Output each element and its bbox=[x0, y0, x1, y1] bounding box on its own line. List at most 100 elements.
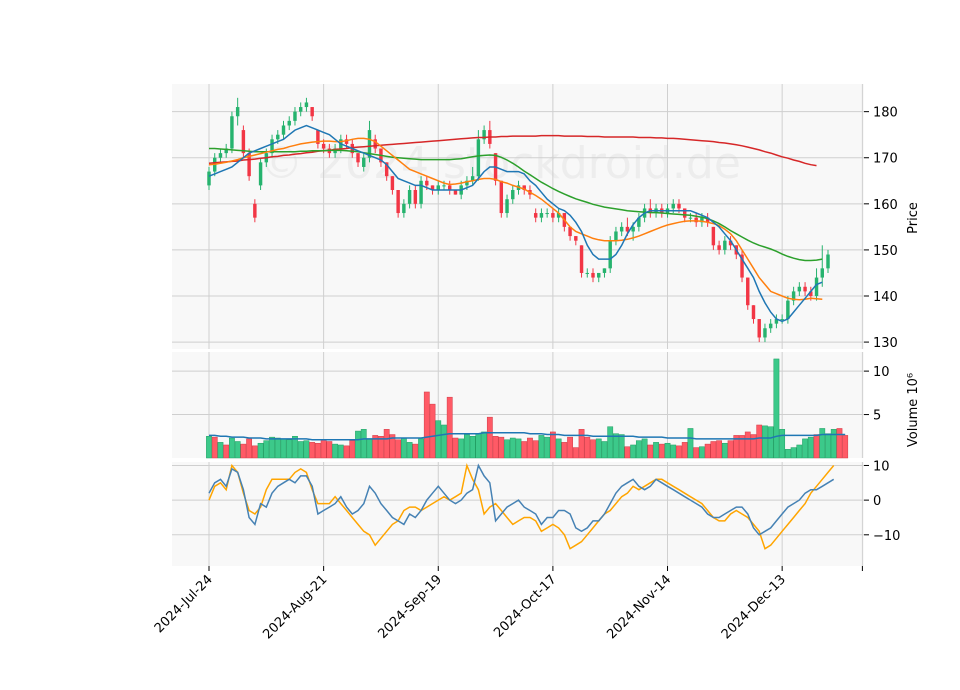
volume-bar-up bbox=[292, 436, 298, 459]
candle-down bbox=[453, 190, 458, 195]
volume-bar-up bbox=[762, 425, 768, 459]
candle-down bbox=[728, 240, 733, 246]
volume-bar-up bbox=[337, 444, 344, 459]
candle-up bbox=[235, 107, 240, 117]
volume-bar-down bbox=[693, 447, 700, 459]
candle-down bbox=[425, 180, 429, 186]
candle-down bbox=[682, 208, 687, 218]
candle-up bbox=[436, 185, 440, 190]
volume-series bbox=[206, 358, 849, 459]
candle-up bbox=[619, 226, 624, 232]
volume-bar-down bbox=[756, 424, 763, 459]
volume-bar-down bbox=[527, 437, 533, 459]
candle-down bbox=[591, 272, 595, 278]
volume-bar-up bbox=[400, 437, 407, 459]
y-tick-label: 10 bbox=[873, 365, 890, 380]
volume-bar-down bbox=[211, 436, 218, 459]
volume-bar-up bbox=[464, 434, 470, 459]
y-tick-label: 130 bbox=[873, 336, 898, 351]
volume-bar-up bbox=[721, 442, 728, 459]
candle-down bbox=[809, 291, 813, 296]
volume-bar-up bbox=[435, 420, 442, 459]
volume-bar-down bbox=[681, 442, 688, 459]
candle-up bbox=[505, 199, 509, 214]
volume-bar-up bbox=[613, 433, 619, 459]
volume-bar-up bbox=[360, 429, 367, 459]
volume-bar-down bbox=[739, 435, 745, 459]
candle-up bbox=[786, 300, 790, 320]
candle-down bbox=[344, 139, 349, 144]
volume-bar-up bbox=[830, 429, 837, 459]
candle-up bbox=[614, 231, 618, 241]
volume-bar-down bbox=[704, 443, 711, 459]
volume-axis-title: Volume 10⁶ bbox=[906, 373, 921, 447]
volume-bar-down bbox=[727, 440, 734, 459]
volume-bar-up bbox=[790, 447, 797, 459]
volume-bar-down bbox=[550, 431, 556, 459]
volume-bar-down bbox=[246, 438, 253, 459]
candle-up bbox=[362, 157, 366, 167]
candle-down bbox=[316, 130, 320, 144]
volume-bar-up bbox=[802, 438, 808, 459]
y-tick-label: 5 bbox=[873, 409, 881, 424]
candle-down bbox=[356, 153, 360, 163]
volume-bar-up bbox=[618, 434, 625, 459]
volume-bar-down bbox=[223, 444, 230, 459]
candle-down bbox=[499, 180, 504, 214]
volume-bar-up bbox=[297, 441, 304, 459]
volume-bar-down bbox=[446, 396, 453, 459]
candle-up bbox=[700, 217, 704, 223]
volume-bar-up bbox=[441, 424, 447, 459]
candle-up bbox=[763, 328, 767, 338]
candle-up bbox=[465, 180, 469, 186]
volume-bar-down bbox=[389, 434, 396, 459]
candle-down bbox=[740, 254, 744, 278]
candle-up bbox=[826, 254, 830, 269]
candle-up bbox=[442, 185, 446, 187]
volume-bar-down bbox=[532, 440, 539, 459]
volume-bar-up bbox=[825, 433, 831, 459]
candle-down bbox=[711, 226, 716, 246]
candle-down bbox=[533, 213, 538, 218]
candle-down bbox=[522, 185, 526, 190]
volume-bar-up bbox=[653, 442, 659, 459]
candle-down bbox=[705, 217, 710, 223]
candle-up bbox=[258, 162, 263, 186]
volume-bar-up bbox=[555, 438, 562, 459]
x-tick-label: 2024-Jul-24 bbox=[152, 572, 216, 636]
candle-up bbox=[218, 153, 223, 158]
volume-bar-up bbox=[286, 439, 293, 459]
volume-bar-up bbox=[538, 435, 545, 459]
volume-bar-down bbox=[452, 437, 459, 459]
y-tick-label: 160 bbox=[873, 198, 898, 213]
volume-bar-down bbox=[372, 435, 379, 459]
x-tick-label: 2024-Dec-13 bbox=[719, 572, 789, 642]
candle-up bbox=[511, 190, 515, 200]
candle-up bbox=[207, 171, 211, 186]
candle-up bbox=[585, 272, 589, 274]
candle-up bbox=[820, 268, 824, 278]
volume-bar-down bbox=[584, 436, 591, 459]
volume-bar-up bbox=[595, 438, 602, 459]
candle-up bbox=[723, 240, 727, 250]
volume-bar-up bbox=[475, 433, 482, 459]
volume-bar-up bbox=[366, 438, 373, 459]
candle-up bbox=[545, 213, 549, 215]
candle-up bbox=[637, 217, 641, 227]
y-tick-label: 180 bbox=[873, 106, 898, 121]
volume-bar-up bbox=[699, 446, 705, 459]
candle-up bbox=[476, 139, 481, 177]
candle-up bbox=[482, 130, 486, 140]
volume-bar-down bbox=[412, 443, 419, 459]
candle-down bbox=[384, 162, 389, 177]
candle-up bbox=[230, 116, 234, 149]
volume-bar-up bbox=[269, 436, 275, 459]
volume-bar-down bbox=[498, 436, 505, 459]
volume-bar-down bbox=[578, 429, 585, 459]
volume-bar-up bbox=[767, 426, 774, 459]
volume-bar-up bbox=[544, 436, 551, 459]
volume-bar-down bbox=[716, 440, 722, 459]
candle-up bbox=[597, 272, 601, 278]
volume-bar-down bbox=[521, 441, 528, 459]
price-axis-title: Price bbox=[906, 202, 921, 234]
